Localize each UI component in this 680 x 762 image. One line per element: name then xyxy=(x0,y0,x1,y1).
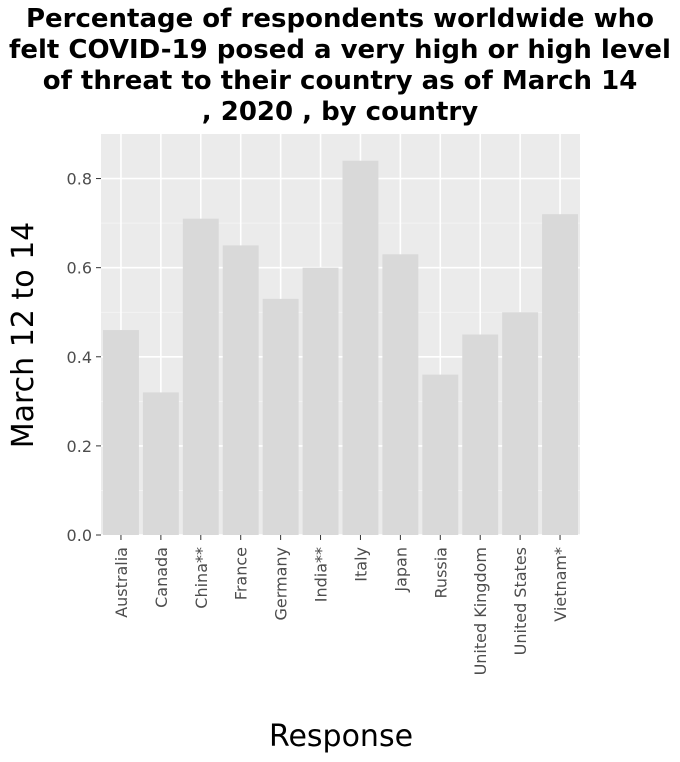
x-tick-label: United Kingdom xyxy=(471,547,490,675)
y-tick-label: 0.4 xyxy=(67,348,92,367)
x-tick-label: United States xyxy=(511,547,530,655)
bar-canada xyxy=(142,392,179,535)
x-tick-label: Canada xyxy=(152,547,171,608)
y-tick-label: 0.0 xyxy=(67,526,92,545)
bar-india xyxy=(302,267,339,535)
y-axis-title: March 12 to 14 xyxy=(6,222,41,449)
x-tick-label: Germany xyxy=(272,547,291,621)
bar-japan xyxy=(382,254,419,536)
y-tick-label: 0.2 xyxy=(67,437,92,456)
bar-china xyxy=(182,218,219,535)
x-tick-label: France xyxy=(232,547,251,600)
x-tick-label: India** xyxy=(312,547,331,602)
x-tick-label: Italy xyxy=(351,547,370,582)
plot-panel xyxy=(101,134,580,535)
x-tick-label: China** xyxy=(192,547,211,609)
y-tick-label: 0.6 xyxy=(67,259,92,278)
chart-title-line: felt COVID-19 posed a very high or high … xyxy=(9,35,671,65)
axis-layer: 0.0 0.2 0.4 0.6 0.8 Australia Canada China** Fra… xyxy=(67,170,570,676)
x-tick-label: Vietnam* xyxy=(551,547,570,622)
y-tick-label: 0.8 xyxy=(67,170,92,189)
chart-title-line: of threat to their country as of March 1… xyxy=(42,66,638,96)
x-tick-label: Russia xyxy=(431,547,450,598)
bar-layer xyxy=(102,160,579,536)
bar-australia xyxy=(102,330,139,535)
x-tick-label: Japan xyxy=(391,547,410,593)
bar-russia xyxy=(422,374,459,535)
bar-france xyxy=(222,245,259,535)
bar-united-kingdom xyxy=(462,334,499,535)
bar-italy xyxy=(342,160,379,535)
chart-title-line: , 2020 , by country xyxy=(201,97,479,127)
bar-germany xyxy=(262,298,299,535)
chart-title: Percentage of respondents worldwide who … xyxy=(0,4,680,128)
x-tick-label: Australia xyxy=(112,547,131,618)
bar-united-states xyxy=(502,312,539,535)
x-axis-title: Response xyxy=(269,719,413,754)
chart-title-line: Percentage of respondents worldwide who xyxy=(25,4,655,34)
bar-vietnam xyxy=(542,214,579,535)
